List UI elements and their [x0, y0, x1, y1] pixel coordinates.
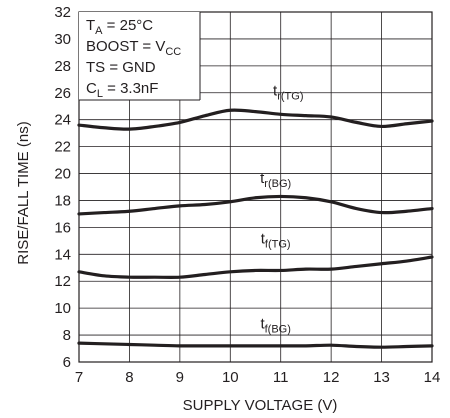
y-tick-label: 28 — [54, 58, 71, 75]
series-lines — [77, 108, 434, 349]
y-axis-label: RISE/FALL TIME (ns) — [15, 121, 32, 264]
y-tick-label: 8 — [63, 327, 71, 344]
y-tick-label: 12 — [54, 273, 71, 290]
y-tick-label: 26 — [54, 85, 71, 102]
x-tick-label: 7 — [75, 369, 83, 386]
x-tick-label: 10 — [222, 369, 239, 386]
condition-line: CL = 3.3nF — [86, 80, 158, 100]
series-line-tf(TG) — [77, 255, 434, 279]
x-tick-label: 9 — [176, 369, 184, 386]
y-tick-label: 18 — [54, 192, 71, 209]
condition-line: BOOST = VCC — [86, 38, 181, 58]
x-tick-label: 13 — [373, 369, 390, 386]
y-tick-label: 20 — [54, 166, 71, 183]
y-tick-label: 16 — [54, 219, 71, 236]
x-tick-labels: 7 8 9 10 11 12 13 14 — [75, 369, 441, 386]
x-tick-label: 11 — [273, 369, 289, 386]
series-label-tr(BG): tr(BG) — [260, 170, 291, 190]
condition-line: TA = 25°C — [86, 17, 153, 37]
x-axis-label: SUPPLY VOLTAGE (V) — [183, 397, 338, 414]
y-tick-label: 6 — [63, 354, 71, 371]
y-tick-labels: 6 8 10 12 14 16 18 20 22 24 26 28 30 32 — [54, 4, 71, 371]
series-line-tf(BG) — [77, 341, 434, 349]
y-tick-label: 14 — [54, 246, 71, 263]
condition-line: TS = GND — [86, 59, 156, 76]
series-label-tf(TG): tf(TG) — [261, 231, 291, 251]
conditions-background — [79, 12, 200, 100]
series-label-tf(BG): tf(BG) — [260, 315, 290, 335]
series-line-tr(TG) — [77, 108, 434, 131]
plot-frame — [78, 11, 433, 363]
y-tick-label: 32 — [54, 4, 71, 21]
series-labels: tr(TG) tr(BG) tf(TG) tf(BG) — [260, 82, 303, 335]
series-label-tr(TG): tr(TG) — [273, 82, 303, 102]
grid — [79, 12, 432, 362]
y-tick-label: 24 — [54, 112, 71, 129]
plot-border — [78, 11, 433, 363]
x-tick-label: 14 — [424, 369, 441, 386]
y-tick-label: 22 — [54, 139, 71, 156]
x-tick-label: 12 — [323, 369, 340, 386]
y-tick-label: 10 — [54, 300, 71, 317]
y-tick-label: 30 — [54, 31, 71, 48]
x-tick-label: 8 — [125, 369, 133, 386]
series-line-tr(BG) — [77, 194, 434, 216]
